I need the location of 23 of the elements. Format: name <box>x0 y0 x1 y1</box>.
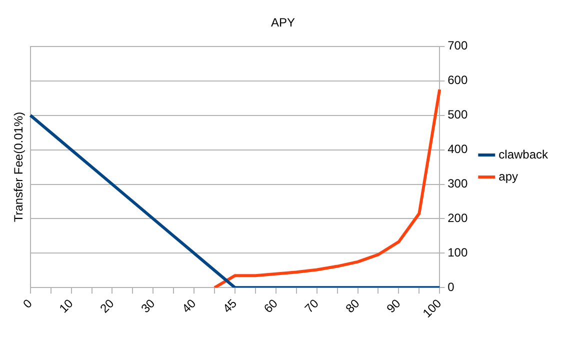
x-tick-label: 70 <box>302 296 322 316</box>
chart-title: APY <box>270 16 296 30</box>
x-tick-label: 10 <box>56 296 76 316</box>
x-tick-label: 60 <box>261 296 281 316</box>
y-axis-title: Transfer Fee(0.01%) <box>12 112 26 222</box>
y-tick-label: 400 <box>448 142 468 156</box>
legend-label: clawback <box>498 147 549 162</box>
x-tick-label: 45 <box>220 296 240 316</box>
x-tick-label: 80 <box>342 296 362 316</box>
y-tick-label: 100 <box>448 246 468 260</box>
x-tick-label: 30 <box>138 296 158 316</box>
x-tick-label: 100 <box>420 296 444 320</box>
y-tick-label: 500 <box>448 108 468 122</box>
x-tick-label: 20 <box>97 296 117 316</box>
y-tick-label: 0 <box>448 280 455 294</box>
x-tick-label: 0 <box>20 296 36 311</box>
y-tick-label: 700 <box>448 38 468 53</box>
legend-label: apy <box>498 169 518 184</box>
y-tick-label: 200 <box>448 211 468 226</box>
y-tick-label: 600 <box>448 73 468 88</box>
x-tick-label: 90 <box>384 296 404 316</box>
y-tick-label: 300 <box>448 176 468 191</box>
x-tick-label: 40 <box>179 296 199 316</box>
